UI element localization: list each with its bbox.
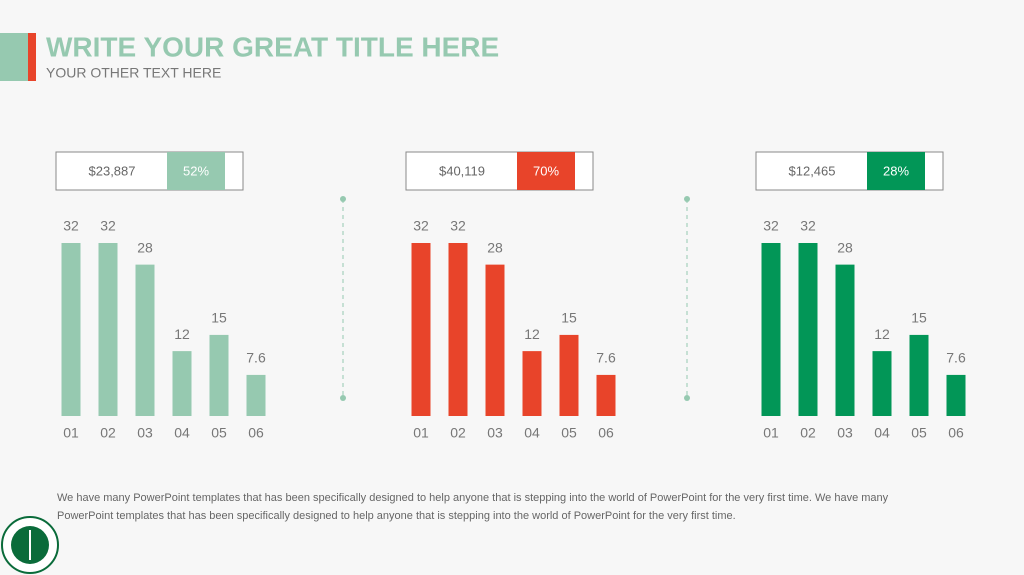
bar xyxy=(761,243,781,416)
share-label: 52% xyxy=(183,163,209,178)
value-label: 15 xyxy=(911,310,927,326)
title-block xyxy=(0,33,28,81)
bar xyxy=(559,334,579,416)
x-tick-label: 03 xyxy=(487,425,503,441)
value-label: 32 xyxy=(763,218,779,234)
bar xyxy=(61,243,81,416)
x-tick-label: 06 xyxy=(248,425,264,441)
x-tick-label: 05 xyxy=(211,425,227,441)
body-text: We have many PowerPoint templates that h… xyxy=(57,492,889,522)
value-label: 32 xyxy=(63,218,79,234)
bar xyxy=(246,374,266,416)
bar xyxy=(835,264,855,416)
value-label: 12 xyxy=(524,326,540,342)
value-label: 15 xyxy=(211,310,227,326)
amount-label: $23,887 xyxy=(89,163,136,178)
value-label: 12 xyxy=(174,326,190,342)
subtitle: YOUR OTHER TEXT HERE xyxy=(46,65,221,81)
amount-label: $40,119 xyxy=(439,163,485,178)
value-label: 15 xyxy=(561,310,577,326)
bar xyxy=(909,334,929,416)
x-tick-label: 05 xyxy=(911,425,927,441)
x-tick-label: 01 xyxy=(763,425,779,441)
bar xyxy=(596,374,616,416)
bar xyxy=(448,243,468,416)
bar xyxy=(172,351,192,416)
x-tick-label: 06 xyxy=(948,425,964,441)
value-label: 7.6 xyxy=(596,350,616,366)
x-tick-label: 04 xyxy=(174,425,190,441)
x-tick-label: 05 xyxy=(561,425,577,441)
x-tick-label: 04 xyxy=(524,425,540,441)
value-label: 28 xyxy=(487,239,503,255)
bar xyxy=(98,243,118,416)
bar xyxy=(135,264,155,416)
value-label: 32 xyxy=(450,218,466,234)
bar xyxy=(946,374,966,416)
x-tick-label: 02 xyxy=(800,425,816,441)
value-label: 7.6 xyxy=(946,350,966,366)
value-label: 28 xyxy=(837,239,853,255)
x-tick-label: 01 xyxy=(413,425,429,441)
value-label: 7.6 xyxy=(246,350,266,366)
x-tick-label: 03 xyxy=(837,425,853,441)
share-label: 70% xyxy=(533,163,559,178)
bar xyxy=(872,351,892,416)
bar xyxy=(209,334,229,416)
value-label: 28 xyxy=(137,239,153,255)
value-label: 12 xyxy=(874,326,890,342)
amount-label: $12,465 xyxy=(789,163,836,178)
share-box xyxy=(167,152,225,190)
share-box xyxy=(517,152,575,190)
title-accent xyxy=(28,33,36,81)
bar xyxy=(411,243,431,416)
value-label: 32 xyxy=(100,218,116,234)
separator xyxy=(340,196,690,401)
logo xyxy=(1,516,59,574)
x-tick-label: 03 xyxy=(137,425,153,441)
bar xyxy=(798,243,818,416)
bar xyxy=(485,264,505,416)
title: WRITE YOUR GREAT TITLE HERE xyxy=(46,31,499,62)
bar xyxy=(522,351,542,416)
value-label: 32 xyxy=(800,218,816,234)
x-tick-label: 01 xyxy=(63,425,79,441)
value-label: 32 xyxy=(413,218,429,234)
x-tick-label: 02 xyxy=(100,425,116,441)
x-tick-label: 02 xyxy=(450,425,466,441)
x-tick-label: 06 xyxy=(598,425,614,441)
share-box xyxy=(867,152,925,190)
x-tick-label: 04 xyxy=(874,425,890,441)
share-label: 28% xyxy=(883,163,909,178)
